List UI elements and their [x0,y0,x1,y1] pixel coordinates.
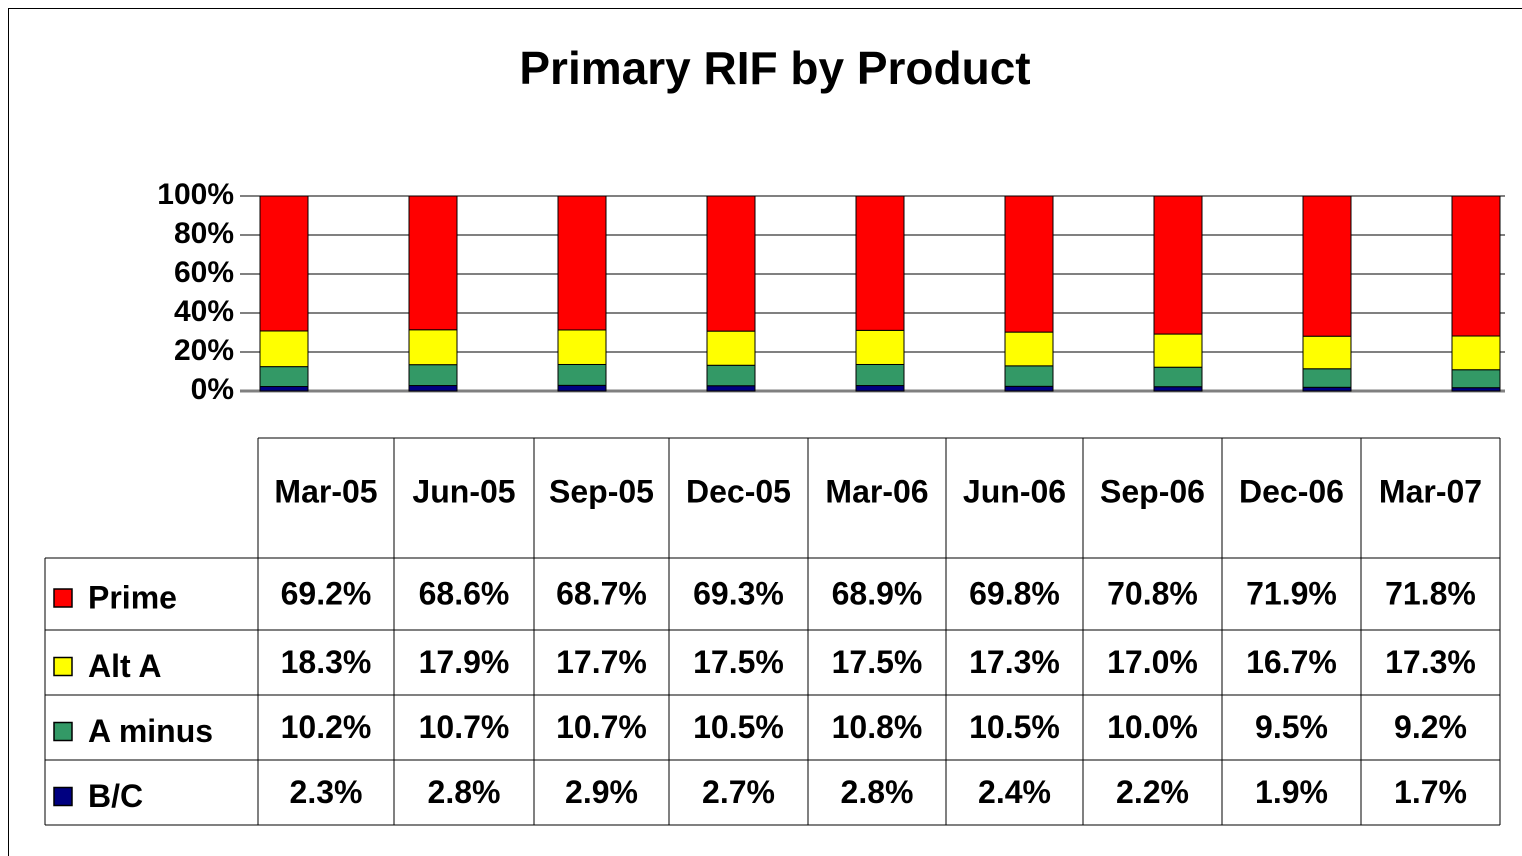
bar-segment [557,384,607,392]
y-tick-label: 40% [174,295,234,328]
table-cell: 69.8% [969,575,1060,611]
table-cell: 10.8% [832,709,923,745]
bar-segment [408,195,458,331]
table-cell: 18.3% [281,644,372,680]
row-label: B/C [88,778,143,814]
table-cell: 1.9% [1255,774,1328,810]
table-cell: 69.3% [693,575,784,611]
legend-swatch [53,721,73,742]
table-cell: 17.3% [1385,644,1476,680]
bar-segment [706,330,756,366]
legend-swatch [53,588,73,608]
bar-segment [855,363,905,387]
table-cell: 17.5% [832,644,923,680]
bar-segment [557,195,607,331]
bar-segment [557,329,607,365]
bar-segment [1451,195,1501,337]
bar-segment [855,385,905,392]
frame [8,8,1522,856]
row-label: Prime [88,579,177,615]
table-header: Sep-06 [1100,473,1205,509]
table-cell: 2.4% [978,774,1051,810]
y-tick-label: 60% [174,256,234,289]
bar-segment [408,385,458,392]
bar-segment [1451,369,1501,389]
row-label: Alt A [88,648,161,684]
table-cell: 10.5% [969,709,1060,745]
chart-title: Primary RIF by Product [519,42,1030,94]
y-tick-label: 0% [191,373,234,406]
table-header: Jun-05 [412,473,515,509]
table-cell: 10.0% [1107,709,1198,745]
bar-segment [855,329,905,365]
table-cell: 2.3% [290,774,363,810]
y-tick-label: 80% [174,217,234,250]
bar-segment [1302,368,1352,388]
bar-segment [1451,335,1501,371]
y-tick-label: 20% [174,334,234,367]
table-cell: 17.7% [556,644,647,680]
bar-segment [1153,386,1203,392]
table-header: Sep-05 [549,473,654,509]
bar-segment [259,366,309,388]
table-cell: 17.0% [1107,644,1198,680]
table-cell: 10.2% [281,709,372,745]
table-cell: 70.8% [1107,575,1198,611]
bar-segment [1153,366,1203,388]
row-label: A minus [88,713,213,749]
bar-segment [259,386,309,392]
table-cell: 9.5% [1255,709,1328,745]
y-tick-label: 100% [157,178,234,211]
bar-segment [1004,195,1054,333]
table-cell: 69.2% [281,575,372,611]
bar-segment [706,364,756,387]
bar-segment [1004,331,1054,367]
bar-segment [408,329,458,366]
bar-segment [408,364,458,387]
table-header: Jun-06 [963,473,1066,509]
bar-segment [1153,195,1203,335]
bar-segment [1004,365,1054,387]
table-cell: 2.2% [1116,774,1189,810]
table-header: Dec-06 [1239,473,1344,509]
table-header: Mar-05 [274,473,377,509]
table-cell: 17.5% [693,644,784,680]
table-cell: 2.8% [428,774,501,810]
table-cell: 71.8% [1385,575,1476,611]
bar-segment [1302,335,1352,370]
table-cell: 10.7% [556,709,647,745]
bar-segment [1302,195,1352,337]
table-cell: 68.7% [556,575,647,611]
bar-segment [706,385,756,392]
table-header: Mar-06 [825,473,928,509]
table-header: Mar-07 [1379,473,1482,509]
table-cell: 1.7% [1394,774,1467,810]
legend-swatch [53,786,73,807]
table-header: Dec-05 [686,473,791,509]
bar-segment [557,363,607,386]
table-cell: 17.3% [969,644,1060,680]
legend-swatch [53,656,73,677]
table-cell: 2.8% [841,774,914,810]
table-cell: 68.6% [419,575,510,611]
bar-segment [259,330,309,368]
bar-segment [259,195,309,332]
bar-segment [1153,333,1203,368]
table-cell: 10.5% [693,709,784,745]
bar-segment [706,195,756,332]
bar-segment [1004,385,1054,392]
table-cell: 10.7% [419,709,510,745]
table-cell: 2.9% [565,774,638,810]
table-cell: 16.7% [1246,644,1337,680]
bar-segment [1302,386,1352,392]
table-cell: 2.7% [702,774,775,810]
table-cell: 68.9% [832,575,923,611]
table-cell: 9.2% [1394,709,1467,745]
table-cell: 71.9% [1246,575,1337,611]
table-cell: 17.9% [419,644,510,680]
bar-segment [855,195,905,331]
